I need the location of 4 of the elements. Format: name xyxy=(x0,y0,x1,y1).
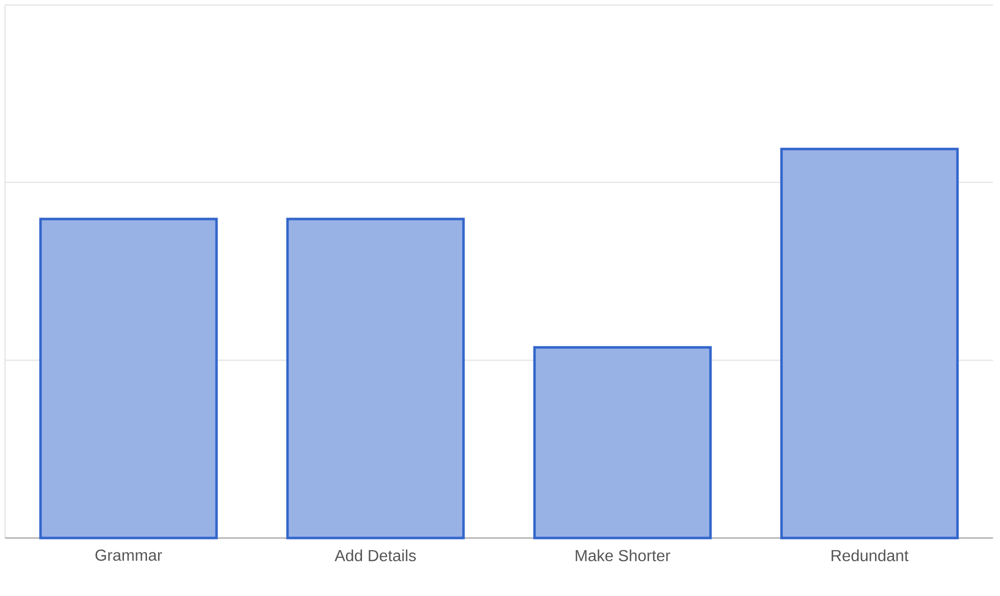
x-tick-label: Grammar xyxy=(96,550,162,561)
x-tick-label: Redundant xyxy=(832,550,909,562)
x-tick-label: Make Shorter xyxy=(576,550,670,562)
x-tick-label: Add Details xyxy=(334,550,416,562)
